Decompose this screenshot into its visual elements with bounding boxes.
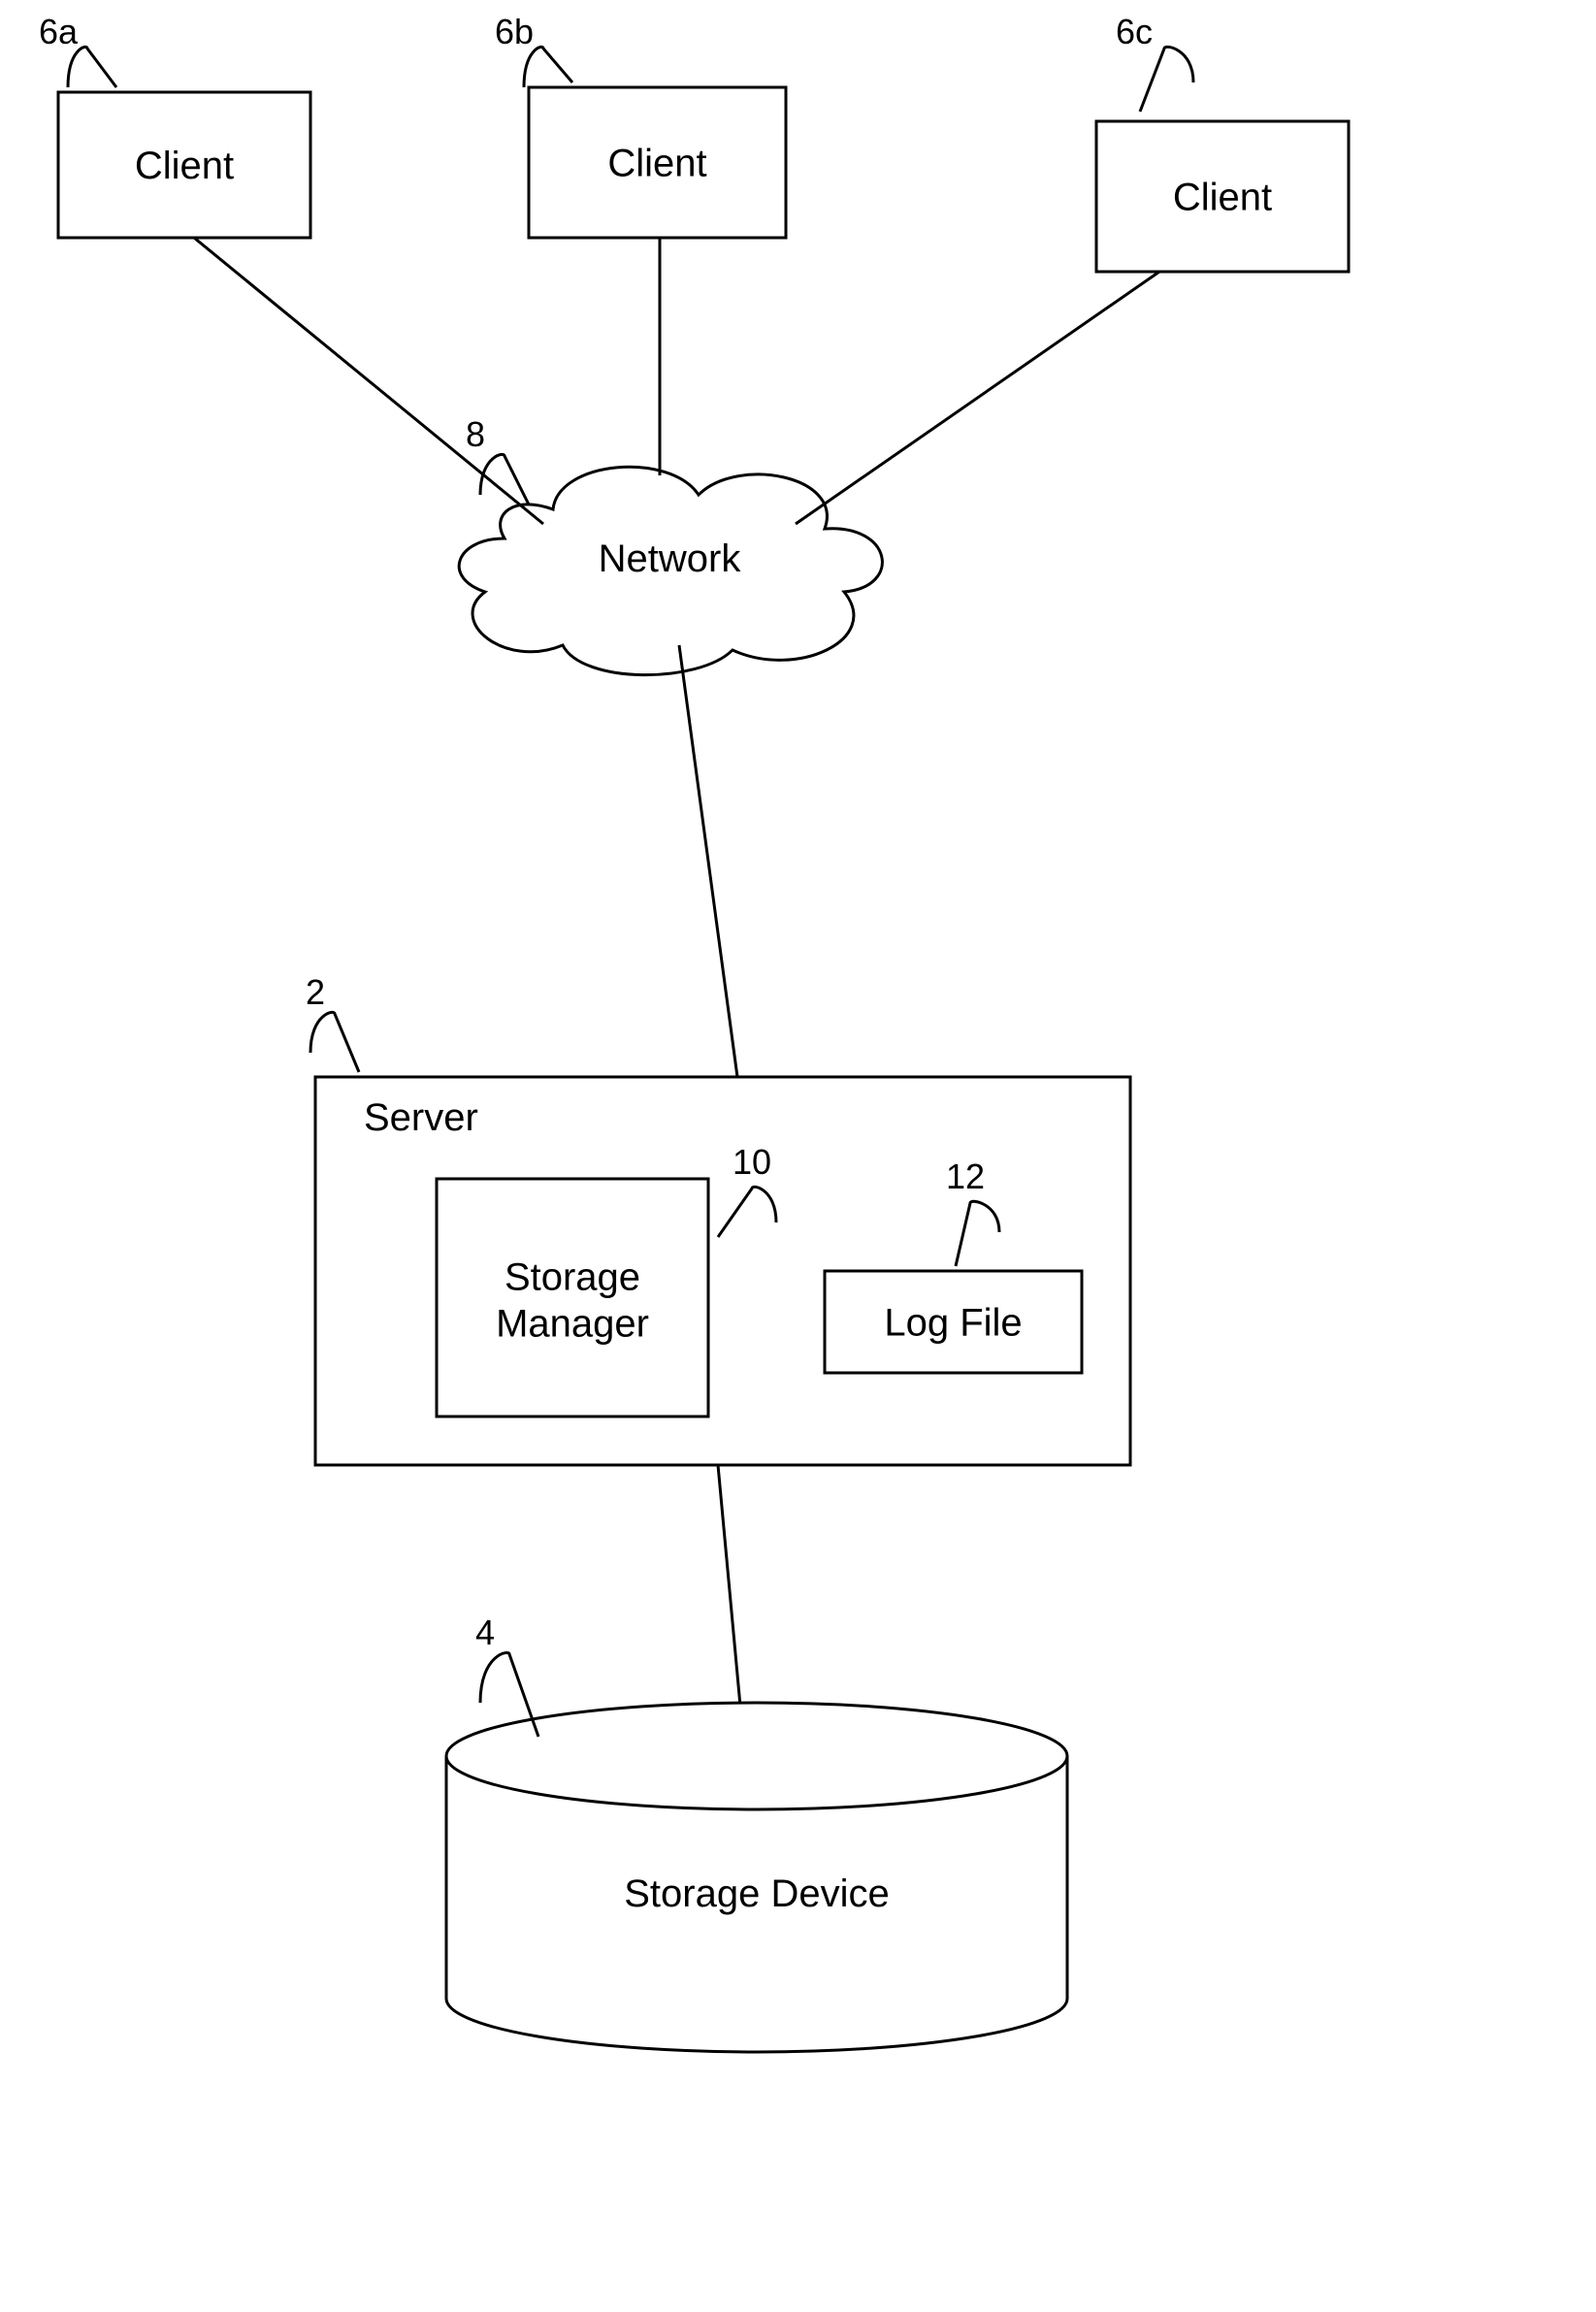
leader-6c [1140,47,1193,112]
leader-2 [310,1012,359,1072]
network-label: Network [599,537,742,580]
storage-manager-box: Storage Manager 10 [437,1142,776,1417]
leader-12 [956,1201,999,1266]
leader-10 [718,1187,776,1237]
architecture-diagram: Network 8 Client 6a Client 6b Client 6c Serve… [0,0,1596,2312]
ref-6b: 6b [495,12,534,51]
ref-8: 8 [466,414,485,454]
log-file-box: Log File 12 [825,1156,1082,1373]
server-box: Server 2 Storage Manager 10 Log File 12 [306,972,1130,1465]
server-label: Server [364,1096,478,1139]
storage-manager-label-1: Storage [505,1256,640,1299]
ref-6a: 6a [39,12,79,51]
ref-4: 4 [475,1612,495,1652]
client-label: Client [1173,177,1272,219]
leader-6a [68,47,116,87]
ref-2: 2 [306,972,325,1012]
storage-manager-label-2: Manager [496,1303,649,1346]
clients-group: Client 6a Client 6b Client 6c [39,12,1349,272]
connection-lines [194,238,1159,1727]
storage-device-label: Storage Device [624,1872,889,1915]
leader-6b [524,47,572,87]
ref-6c: 6c [1116,12,1153,51]
client-c: Client 6c [1096,12,1349,272]
client-a: Client 6a [39,12,310,238]
ref-10: 10 [733,1142,771,1182]
log-file-label: Log File [884,1302,1022,1345]
storage-device-cylinder: Storage Device 4 [446,1612,1067,2052]
network-cloud: Network 8 [459,414,882,675]
client-label: Client [607,143,706,185]
client-b: Client 6b [495,12,786,238]
client-label: Client [135,145,234,187]
ref-12: 12 [946,1156,985,1196]
